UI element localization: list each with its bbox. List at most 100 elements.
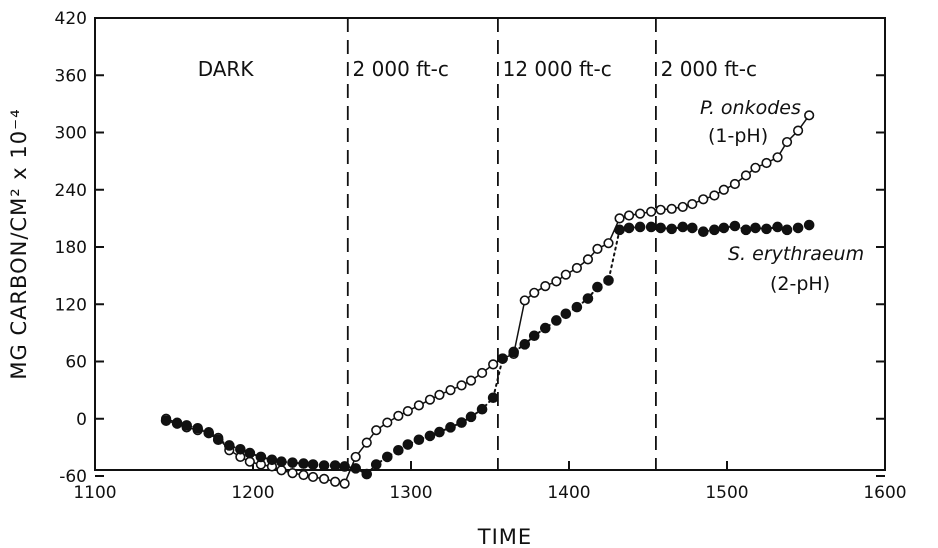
series-2-point [393, 444, 404, 456]
series-1-point [529, 287, 540, 298]
y-tick-label: 240 [55, 181, 87, 201]
y-axis-label: MG CARBON/CM² x 10⁻⁴ [7, 108, 31, 379]
series-1-point [330, 476, 341, 487]
series-1-point [772, 152, 783, 163]
series-1-point [424, 394, 436, 405]
series-1-point [804, 110, 815, 121]
y-axis-ticks: -60 0 60 120 180 240 300 360 420 [55, 9, 885, 487]
series-1-point [687, 198, 698, 210]
series-1-point [634, 208, 646, 219]
series-1-point [382, 417, 393, 428]
series-2-point [361, 468, 373, 480]
series-1-name: P. onkodes [700, 97, 801, 119]
series-2-point [592, 281, 603, 293]
x-tick-label: 1600 [863, 483, 906, 503]
x-tick-label: 1400 [547, 483, 590, 503]
series-1-point [655, 204, 666, 215]
series-2-point [634, 221, 646, 233]
series-2-point [551, 315, 562, 326]
series-2-point [192, 422, 203, 434]
series-1-point [371, 425, 382, 436]
series-2-point [528, 330, 540, 342]
series-1-point [402, 406, 413, 417]
series-2-point [497, 353, 508, 364]
series-1-point [646, 206, 657, 217]
series-1-point [750, 162, 761, 173]
series-2-point [244, 447, 256, 459]
series-2-point [235, 443, 246, 455]
series-2-point [382, 451, 393, 463]
series-1-point [298, 469, 309, 481]
series-1-point [592, 243, 603, 255]
series-2-point [298, 458, 309, 469]
series-line-2 [165, 224, 811, 476]
series-2-point [540, 322, 551, 334]
series-2-point [571, 301, 583, 313]
series-2-point [718, 222, 730, 234]
series-1-point [781, 136, 793, 148]
x-tick-label: 1300 [389, 483, 432, 503]
series-2-point [181, 420, 192, 431]
series-1-point [307, 471, 319, 483]
series-1-point [413, 400, 425, 411]
series-2-point [582, 293, 594, 304]
series-2-point [402, 439, 414, 450]
series-1-point [551, 276, 562, 287]
series-1-point [666, 203, 677, 214]
series-2-point [255, 451, 267, 463]
series-2-point [339, 461, 350, 472]
series-2-point [803, 219, 815, 231]
series-2-point [276, 456, 287, 467]
x-axis-label: TIME [477, 525, 532, 548]
x-tick-label: 1500 [705, 483, 748, 503]
series-2-label: (2-pH) [770, 273, 830, 295]
series-1-point [465, 375, 477, 386]
series-2-point [603, 275, 614, 286]
series-1-point [319, 473, 330, 484]
plot-frame [94, 17, 886, 471]
series-2-point [677, 221, 689, 233]
y-tick-label: 180 [55, 238, 87, 258]
series-1-point [560, 269, 571, 280]
series-2-point [329, 460, 341, 471]
series-1-point [488, 359, 499, 370]
series-1-point [614, 213, 625, 224]
series-2-point [445, 422, 456, 433]
y-tick-label: 0 [76, 410, 87, 430]
y-tick-label: 420 [55, 9, 87, 29]
series-lines [165, 114, 811, 485]
series-1-point [718, 184, 729, 195]
series-2-point [212, 434, 224, 446]
series-1-point [456, 380, 467, 391]
series-1-point [761, 157, 772, 169]
series-2-point [666, 223, 678, 235]
y-tick-label: 60 [65, 353, 87, 373]
phase-label: 2 000 ft-c [661, 57, 757, 81]
series-2-point [645, 221, 657, 233]
series-2-point [160, 415, 172, 426]
series-2-point [318, 460, 330, 471]
series-1-point [519, 295, 530, 306]
series-1-point [571, 262, 583, 274]
series-2-point [487, 392, 499, 404]
series-1-point [244, 456, 255, 467]
series-2-point [655, 222, 666, 234]
x-axis-ticks: 1100 1200 1300 1400 1500 1600 [73, 461, 907, 503]
series-1-point [698, 194, 709, 205]
series-2-point [287, 457, 298, 468]
phase-boundary-lines [346, 18, 657, 470]
series-1-point [740, 170, 752, 181]
series-2-point [508, 346, 520, 358]
y-tick-label: 300 [55, 124, 87, 144]
series-1-point [361, 437, 372, 448]
series-2-point [224, 440, 235, 451]
series-2-point [740, 224, 752, 236]
y-tick-label: 120 [55, 295, 87, 315]
series-1-point [276, 465, 287, 476]
series-2-point [350, 463, 362, 474]
series-2-point [370, 459, 382, 470]
x-tick-label: 1200 [231, 483, 274, 503]
series-2-point [614, 224, 625, 236]
series-2-point [203, 427, 215, 439]
